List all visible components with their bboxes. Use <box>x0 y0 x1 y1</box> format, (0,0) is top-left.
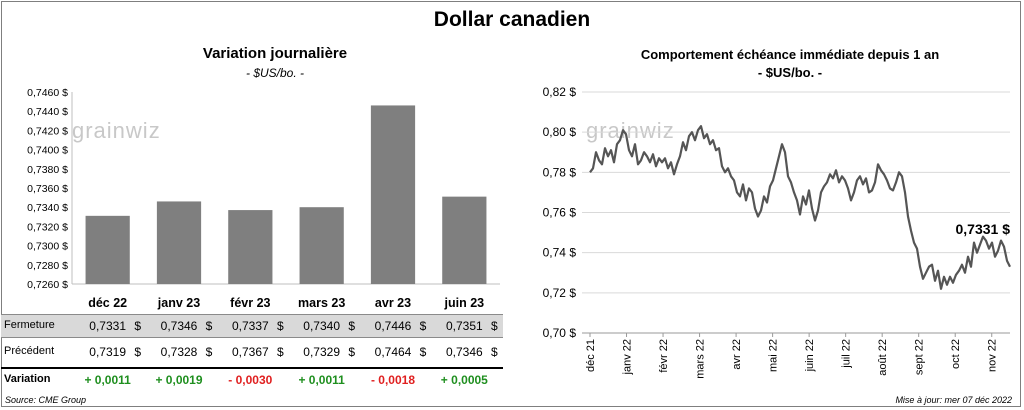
table-unit: $ <box>276 345 284 359</box>
line-chart: grainwiz 0,70 $ 0,72 $ 0,74 $ 0,76 $ 0,78 $ 0… <box>543 85 1011 379</box>
table-cell: 0,7367 <box>231 345 269 359</box>
table-cell: - 0,0030 <box>228 373 273 387</box>
table-cell: + 0,0011 <box>84 373 131 387</box>
bar-y-tick-label: 0,7280 $ <box>27 260 68 272</box>
table-unit: $ <box>205 345 213 359</box>
bar-y-tick-label: 0,7340 $ <box>27 202 68 214</box>
watermark-logo: grainwiz <box>72 118 161 143</box>
table-cell: 0,7328 <box>160 345 198 359</box>
table-cell: 0,7331 <box>89 319 126 333</box>
table-cell: + 0,0005 <box>440 373 488 387</box>
row-label: Variation <box>4 373 51 385</box>
bar-y-tick-label: 0,7300 $ <box>27 241 68 253</box>
bar <box>299 207 344 284</box>
table-cell: + 0,0011 <box>298 373 345 387</box>
bar-y-tick-label: 0,7320 $ <box>27 221 68 233</box>
table-unit: $ <box>205 319 213 333</box>
line-y-tick-label: 0,78 $ <box>543 165 577 179</box>
line-x-tick-label: oct 22 <box>950 339 962 369</box>
line-x-tick-label: août 22 <box>877 339 889 376</box>
line-x-tick-label: juil 22 <box>841 339 853 369</box>
main-title: Dollar canadien <box>433 8 591 31</box>
table-row-precedent: Précédent 0,7319 $0,7328 $0,7367 $0,7329 $0,7… <box>1 341 503 363</box>
bar-y-tick-label: 0,7420 $ <box>27 125 68 137</box>
line-x-tick-label: juin 22 <box>804 339 816 372</box>
table-row-fermeture: Fermeture 0,7331 $0,7346 $0,7337 $0,7340 $0,7… <box>1 314 503 338</box>
bar-y-tick-label: 0,7360 $ <box>27 183 68 195</box>
table-cell: 0,7464 <box>374 345 412 359</box>
line-y-tick-label: 0,74 $ <box>543 246 577 260</box>
bar-chart: grainwiz 0,7260 $ 0,7280 $ 0,7300 $ 0,7320 … <box>27 87 500 310</box>
row-label: Fermeture <box>4 319 55 331</box>
bar-category-label: juin 23 <box>444 296 485 310</box>
table-unit: $ <box>276 319 284 333</box>
line-x-tick-label: avr 22 <box>731 339 743 370</box>
line-x-tick-label: mai 22 <box>768 339 780 372</box>
bar <box>370 105 416 284</box>
bar-y-tick-label: 0,7380 $ <box>27 164 68 176</box>
line-x-tick-label: févr 22 <box>658 339 670 373</box>
table-cell: 0,7446 <box>374 319 412 333</box>
table-cell: + 0,0019 <box>155 373 203 387</box>
table-cell: 0,7329 <box>303 345 340 359</box>
table-unit: $ <box>134 319 141 333</box>
watermark-logo-2: grainwiz <box>586 118 675 143</box>
table-row-variation: Variation + 0,0011 + 0,0019 - 0,0030 + 0,001… <box>1 367 503 391</box>
bar-category-label: avr 23 <box>375 296 411 310</box>
bar-category-label: mars 23 <box>298 296 345 310</box>
table-unit: $ <box>419 319 427 333</box>
line-x-tick-label: nov 22 <box>987 339 999 372</box>
line-y-tick-label: 0,80 $ <box>543 125 577 139</box>
row-label: Précédent <box>4 345 55 357</box>
table-unit: $ <box>134 345 141 359</box>
line-x-tick-label: mars 22 <box>695 339 707 379</box>
table-unit: $ <box>348 345 355 359</box>
line-chart-subtitle: - $US/bo. - <box>757 65 823 80</box>
line-y-tick-label: 0,82 $ <box>543 85 577 99</box>
bar <box>156 201 202 284</box>
series-line <box>589 125 1011 290</box>
bar-y-tick-label: 0,7400 $ <box>27 145 68 157</box>
table-cell: 0,7346 <box>445 345 483 359</box>
line-y-tick-label: 0,72 $ <box>543 286 577 300</box>
line-y-tick-label: 0,70 $ <box>543 326 577 340</box>
line-chart-title: Comportement échéance immédiate depuis 1… <box>640 47 940 62</box>
line-x-tick-label: sept 22 <box>914 339 926 375</box>
line-y-tick-label: 0,76 $ <box>543 206 577 220</box>
table-cell: 0,7337 <box>231 319 269 333</box>
bar-category-label: févr 23 <box>230 296 270 310</box>
bar-category-label: déc 22 <box>88 296 127 310</box>
bar-y-tick-label: 0,7260 $ <box>27 279 68 291</box>
last-value-label: 0,7331 $ <box>956 221 1011 237</box>
table-cell: 0,7319 <box>89 345 126 359</box>
bar <box>85 215 130 284</box>
bar-category-label: janv 23 <box>157 296 200 310</box>
bar-chart-subtitle: - $US/bo. - <box>245 66 305 80</box>
bar-chart-title: Variation journalière <box>202 45 348 62</box>
table-cell: 0,7351 <box>445 319 483 333</box>
update-date: Mise à jour: mer 07 déc 2022 <box>895 395 1012 405</box>
table-unit: $ <box>348 319 355 333</box>
table-unit: $ <box>490 319 498 333</box>
bar <box>442 196 487 284</box>
table-unit: $ <box>490 345 498 359</box>
bar-y-tick-label: 0,7460 $ <box>27 87 68 99</box>
table-cell: 0,7346 <box>160 319 198 333</box>
line-x-tick-label: déc 21 <box>585 339 597 372</box>
table-cell: 0,7340 <box>303 319 340 333</box>
bar-y-tick-label: 0,7440 $ <box>27 106 68 118</box>
table-unit: $ <box>419 345 427 359</box>
bar <box>228 210 273 284</box>
table-cell: - 0,0018 <box>370 373 416 387</box>
line-x-tick-label: janv 22 <box>622 339 634 375</box>
source-note: Source: CME Group <box>5 395 87 405</box>
